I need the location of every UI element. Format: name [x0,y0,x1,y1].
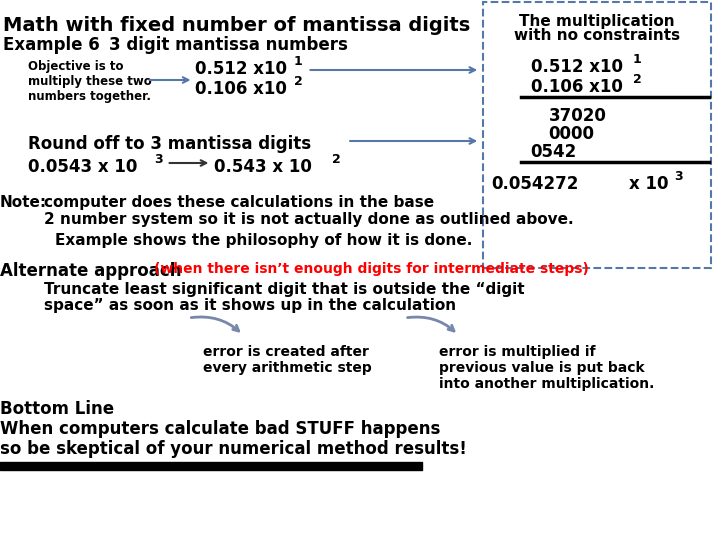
Text: error is created after
every arithmetic step: error is created after every arithmetic … [203,345,372,375]
Text: 37020: 37020 [549,107,606,125]
Text: The multiplication: The multiplication [519,14,675,29]
Text: error is multiplied if
previous value is put back
into another multiplication.: error is multiplied if previous value is… [439,345,655,392]
Text: 0000: 0000 [549,125,595,143]
Text: 1: 1 [633,53,642,66]
Text: 0.512 x10: 0.512 x10 [195,60,287,78]
Text: 0.106 x10: 0.106 x10 [531,78,623,96]
Bar [483,2,711,268]
Text: Example shows the philosophy of how it is done.: Example shows the philosophy of how it i… [55,233,472,248]
Text: 2: 2 [333,153,341,166]
Text: 0.0543 x 10: 0.0543 x 10 [28,158,137,176]
Text: x 10: x 10 [629,175,668,193]
Text: Truncate least significant digit that is outside the “digit: Truncate least significant digit that is… [44,282,524,297]
Text: 0.512 x10: 0.512 x10 [531,58,623,76]
Text: 0.054272: 0.054272 [491,175,578,193]
Text: Math with fixed number of mantissa digits: Math with fixed number of mantissa digit… [3,16,470,35]
Text: Bottom Line: Bottom Line [0,400,114,418]
Text: Objective is to
multiply these two
numbers together.: Objective is to multiply these two numbe… [28,60,151,103]
Text: 0542: 0542 [531,143,577,161]
Text: 3: 3 [154,153,163,166]
Text: 3 digit mantissa numbers: 3 digit mantissa numbers [109,36,348,54]
Text: 2: 2 [294,75,302,88]
Text: Note:: Note: [0,195,47,210]
Text: space” as soon as it shows up in the calculation: space” as soon as it shows up in the cal… [44,298,456,313]
Text: Example 6: Example 6 [3,36,100,54]
Text: (when there isn’t enough digits for intermediate steps): (when there isn’t enough digits for inte… [154,262,589,276]
Text: Round off to 3 mantissa digits: Round off to 3 mantissa digits [28,135,311,153]
Text: computer does these calculations in the base: computer does these calculations in the … [44,195,433,210]
Text: 0.543 x 10: 0.543 x 10 [215,158,312,176]
Text: 2: 2 [633,73,642,86]
Text: so be skeptical of your numerical method results!: so be skeptical of your numerical method… [0,440,467,458]
Text: 1: 1 [294,55,302,68]
Text: with no constraints: with no constraints [514,28,680,43]
Text: 3: 3 [675,170,683,183]
Text: 0.106 x10: 0.106 x10 [195,80,287,98]
Text: 2 number system so it is not actually done as outlined above.: 2 number system so it is not actually do… [44,212,573,227]
Text: When computers calculate bad STUFF happens: When computers calculate bad STUFF happe… [0,420,441,438]
Text: Alternate approach: Alternate approach [0,262,181,280]
